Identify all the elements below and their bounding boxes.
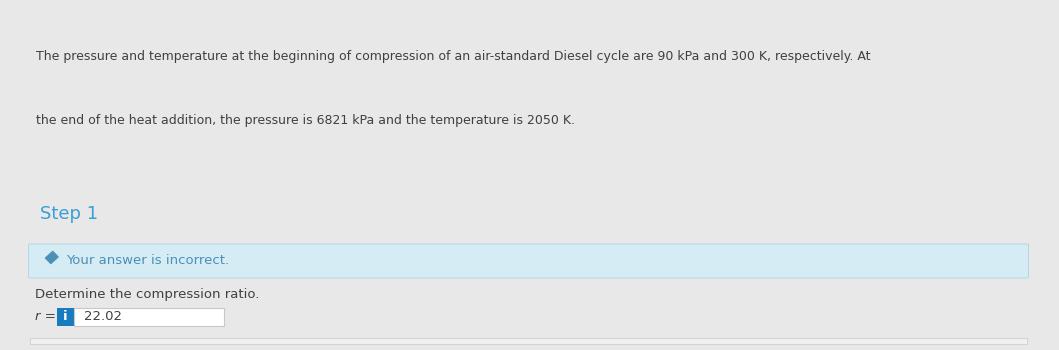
Text: Step 1: Step 1 bbox=[40, 205, 98, 223]
Text: r =: r = bbox=[35, 310, 56, 323]
FancyBboxPatch shape bbox=[30, 338, 1027, 344]
FancyBboxPatch shape bbox=[74, 308, 223, 326]
Text: i: i bbox=[62, 310, 68, 323]
Text: Determine the compression ratio.: Determine the compression ratio. bbox=[35, 288, 259, 301]
Text: The pressure and temperature at the beginning of compression of an air-standard : The pressure and temperature at the begi… bbox=[36, 50, 870, 63]
Text: the end of the heat addition, the pressure is 6821 kPa and the temperature is 20: the end of the heat addition, the pressu… bbox=[36, 114, 575, 127]
FancyBboxPatch shape bbox=[56, 308, 74, 326]
FancyBboxPatch shape bbox=[29, 244, 1028, 278]
Text: Your answer is incorrect.: Your answer is incorrect. bbox=[67, 254, 230, 267]
Text: 22.02: 22.02 bbox=[84, 310, 122, 323]
Polygon shape bbox=[46, 251, 58, 264]
